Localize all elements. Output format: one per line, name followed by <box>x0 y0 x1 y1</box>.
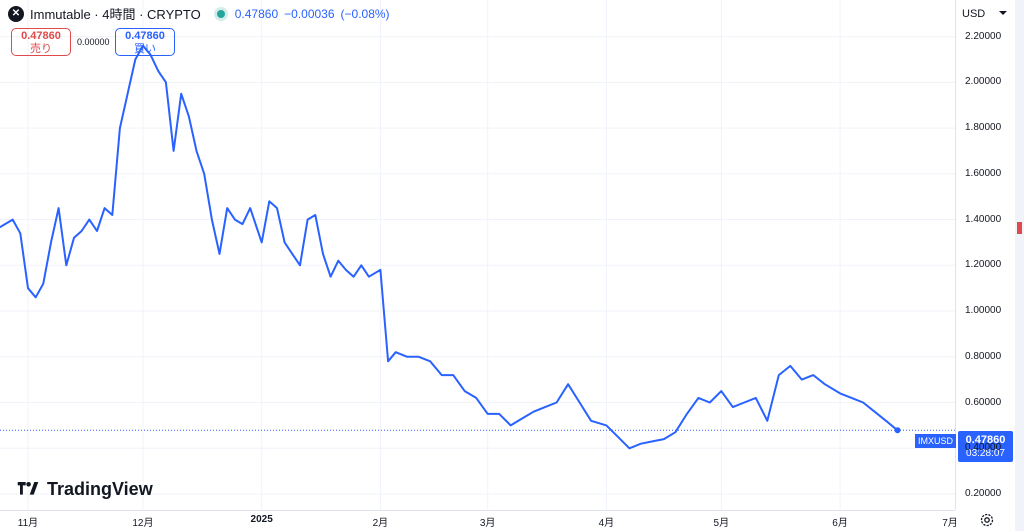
symbol-tag: IMXUSD <box>915 434 956 448</box>
tradingview-logo-icon <box>17 481 39 495</box>
price-series-line[interactable] <box>0 44 899 450</box>
y-tick-label: 0.80000 <box>965 350 1002 362</box>
buy-label: 買い <box>134 43 156 55</box>
y-tick-label: 1.00000 <box>965 305 1002 317</box>
last-point-marker <box>894 427 901 434</box>
x-tick-label: 4月 <box>598 518 615 529</box>
price-line-chart <box>0 0 955 510</box>
chart-plot-area[interactable] <box>0 0 955 510</box>
sell-price: 0.47860 <box>21 30 61 42</box>
tradingview-brand[interactable]: TradingView <box>15 479 153 500</box>
x-tick-label: 2025 <box>250 514 273 525</box>
right-toolbar-strip[interactable] <box>1015 0 1024 531</box>
x-tick-label: 6月 <box>832 518 848 529</box>
sell-button[interactable]: 0.47860 売り <box>11 28 71 56</box>
gear-icon[interactable] <box>979 512 995 528</box>
alert-marker <box>1017 222 1022 234</box>
last-price-tag: 0.47860 03:28:07 <box>958 431 1013 462</box>
price-change-pct: (−0.08%) <box>340 6 390 21</box>
y-tick-label: 2.00000 <box>965 76 1002 88</box>
x-tick-label: 5月 <box>713 518 730 529</box>
immutable-x-icon[interactable]: ✕ <box>8 5 24 22</box>
buy-button[interactable]: 0.47860 買い <box>115 28 175 56</box>
sell-label: 売り <box>30 43 52 55</box>
last-price: 0.47860 <box>234 6 279 21</box>
y-tick-label: 1.20000 <box>965 259 1002 271</box>
y-tick-label: 1.80000 <box>965 122 1002 134</box>
x-tick-label: 7月 <box>942 518 958 529</box>
chart-header: ✕ Immutable · 4時間 · CRYPTO 0.47860 −0.000… <box>8 4 396 23</box>
x-tick-label: 11月 <box>17 518 39 529</box>
x-tick-label: 2月 <box>372 518 389 529</box>
y-tick-label: 0.20000 <box>965 487 1002 499</box>
y-tick-label: 1.40000 <box>965 213 1002 225</box>
symbol-title[interactable]: Immutable · 4時間 · CRYPTO <box>30 7 201 22</box>
price-scale[interactable] <box>955 0 1016 510</box>
brand-name: TradingView <box>47 479 153 499</box>
price-change: −0.00036 <box>284 6 335 21</box>
x-tick-label: 12月 <box>132 518 154 529</box>
y-tick-label: 0.40000 <box>965 442 1002 454</box>
currency-dropdown[interactable]: USD <box>962 8 1007 20</box>
x-tick-label: 3月 <box>479 518 496 529</box>
price-tag-countdown: 03:28:07 <box>966 448 1005 459</box>
spread-value: 0.00000 <box>77 37 110 47</box>
y-tick-label: 0.60000 <box>965 396 1002 408</box>
y-tick-label: 2.20000 <box>965 30 1002 42</box>
buy-price: 0.47860 <box>125 30 165 42</box>
market-open-dot <box>216 9 225 18</box>
quote-line: 0.47860 −0.00036 (−0.08%) <box>235 7 396 21</box>
time-scale[interactable] <box>0 510 955 532</box>
price-tag-value: 0.47860 <box>965 434 1006 446</box>
y-tick-label: 1.60000 <box>965 167 1002 179</box>
